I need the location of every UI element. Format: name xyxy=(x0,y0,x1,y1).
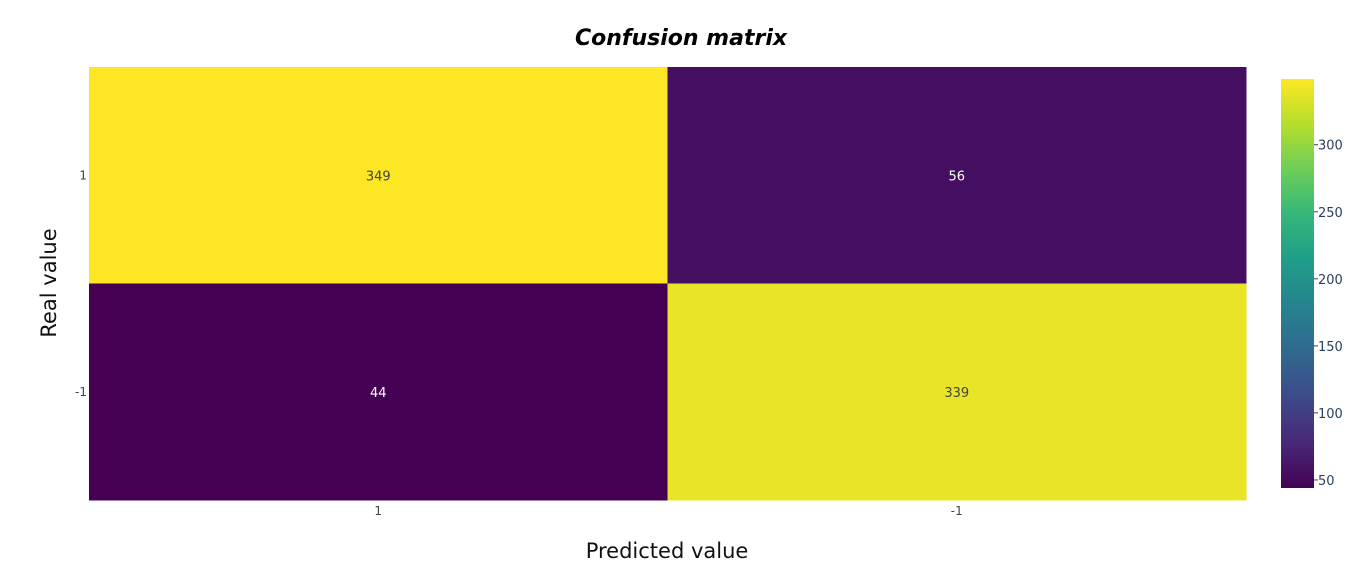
colorbar-tick-label: 250 xyxy=(1318,206,1343,221)
heatmap-cell xyxy=(667,283,1247,501)
colorbar-tick-label: 300 xyxy=(1318,139,1343,154)
heatmap-cell xyxy=(667,67,1247,284)
chart-title: Confusion matrix xyxy=(575,26,788,51)
x-axis-title: Predicted value xyxy=(586,539,749,563)
colorbar-tick-label: 50 xyxy=(1318,474,1335,489)
heatmap-cell xyxy=(89,67,668,284)
y-tick-label: -1 xyxy=(75,385,87,399)
colorbar-tick-label: 100 xyxy=(1318,407,1343,422)
heatmap-cell-labels: 349 56 44 339 xyxy=(366,169,969,401)
cell-value-label: 339 xyxy=(944,386,969,401)
colorbar xyxy=(1281,79,1314,488)
y-tick-label: 1 xyxy=(79,168,87,182)
cell-value-label: 56 xyxy=(948,169,965,184)
colorbar-tick-label: 150 xyxy=(1318,340,1343,355)
x-tick-label: 1 xyxy=(374,504,382,518)
y-axis-ticks: 1 -1 xyxy=(75,168,87,399)
x-tick-label: -1 xyxy=(951,504,963,518)
colorbar-ticks: 50 100 150 200 250 300 xyxy=(1314,139,1343,489)
cell-value-label: 44 xyxy=(370,386,387,401)
heatmap-cell xyxy=(89,283,668,501)
heatmap-cells xyxy=(89,67,1247,501)
colorbar-tick-label: 200 xyxy=(1318,273,1343,288)
y-axis-title: Real value xyxy=(37,228,61,337)
x-axis-ticks: 1 -1 xyxy=(374,504,962,518)
cell-value-label: 349 xyxy=(366,169,391,184)
